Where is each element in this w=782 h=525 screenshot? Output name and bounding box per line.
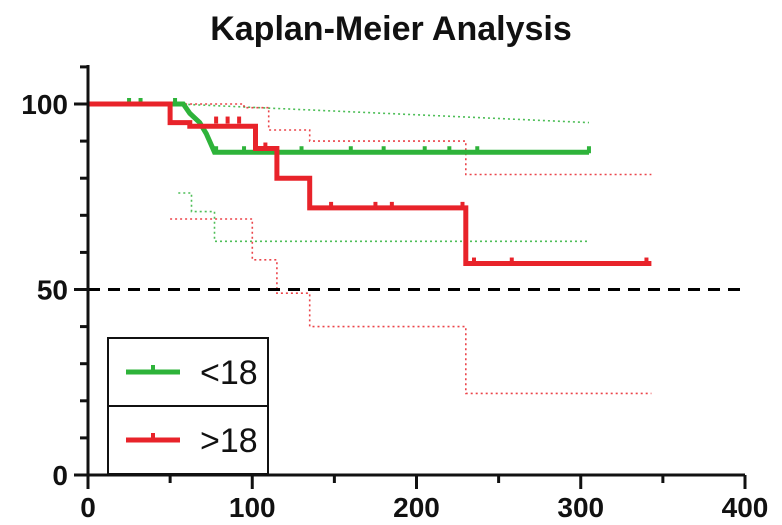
confidence-bands	[170, 103, 652, 395]
survival-curve-series-1	[88, 101, 652, 266]
x-tick-label-300: 300	[557, 492, 604, 523]
legend-label-series-0: <18	[200, 354, 258, 392]
ci-lower-series-1	[170, 218, 652, 395]
axes: 0 50 100 0 100 200 300 400	[21, 65, 768, 523]
y-tick-label-0: 0	[52, 460, 68, 491]
ci-lower-series-0	[178, 192, 589, 243]
x-tick-label-400: 400	[722, 492, 769, 523]
x-tick-label-200: 200	[393, 492, 440, 523]
ci-upper-series-0	[178, 103, 590, 124]
x-tick-label-0: 0	[80, 492, 96, 523]
ci-upper-series-1	[170, 103, 652, 176]
chart-title: Kaplan-Meier Analysis	[210, 10, 572, 48]
x-tick-label-100: 100	[229, 492, 276, 523]
y-tick-label-50: 50	[37, 275, 68, 306]
survival-curves	[88, 98, 652, 266]
legend: <18 >18	[107, 337, 269, 475]
legend-label-series-1: >18	[200, 422, 258, 460]
y-tick-label-100: 100	[21, 89, 68, 120]
